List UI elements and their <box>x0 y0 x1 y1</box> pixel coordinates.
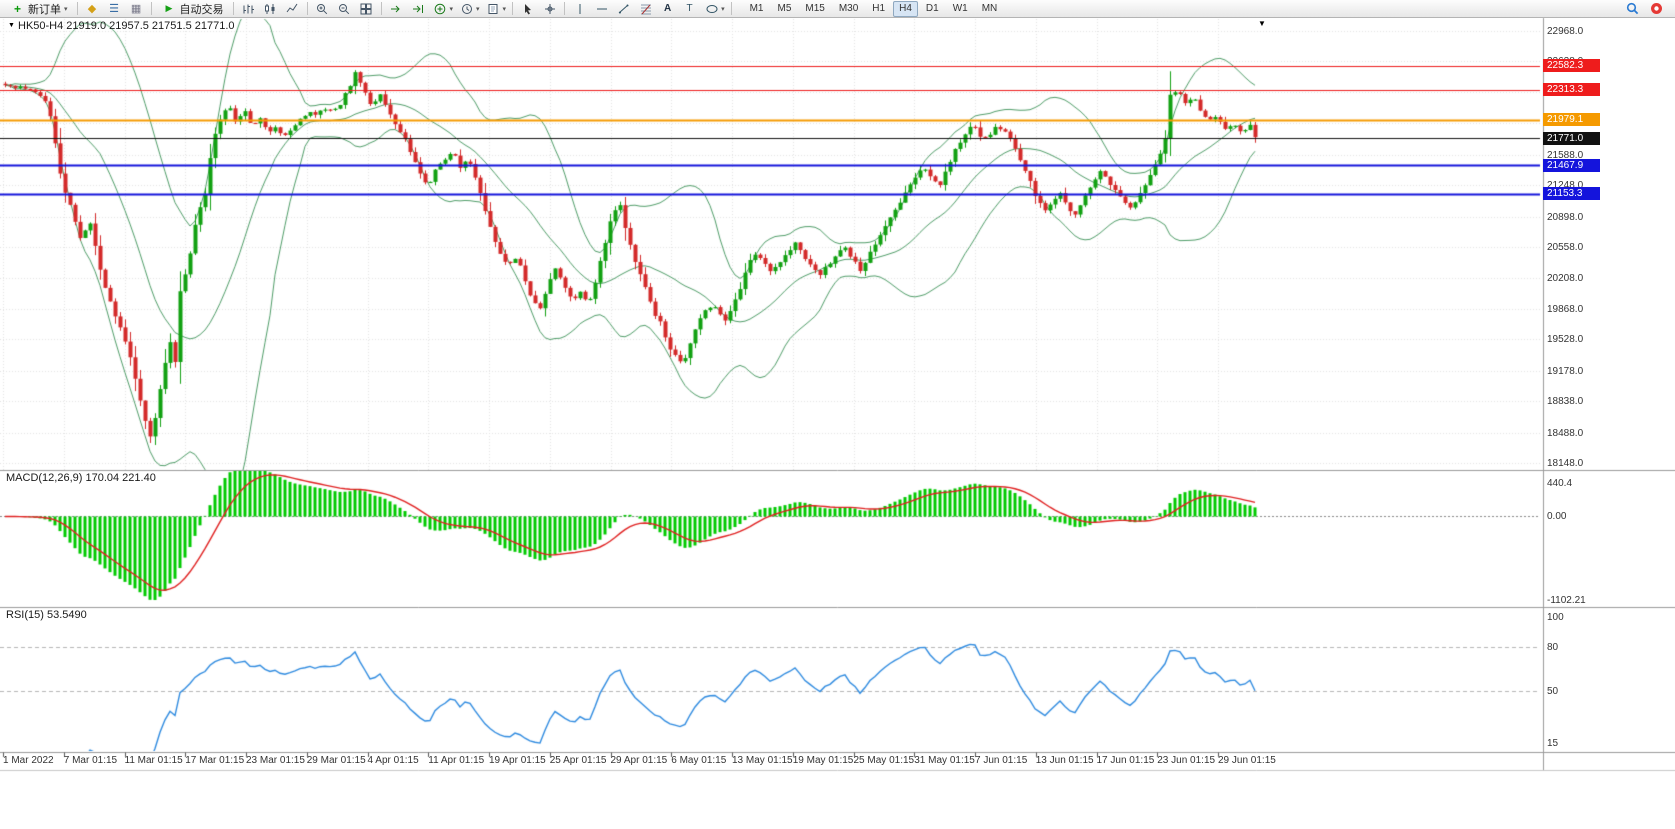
toolbar-right-group <box>1624 1 1665 16</box>
timeframe-M15[interactable]: M15 <box>805 2 825 14</box>
zoom-out-icon <box>336 1 353 16</box>
trendline-icon <box>615 1 632 16</box>
toolbar-separator <box>512 2 514 15</box>
timeframe-H1[interactable]: H1 <box>872 2 886 14</box>
zoom-in-icon[interactable] <box>312 0 333 17</box>
market-watch-icon[interactable]: ◆ <box>82 0 103 17</box>
label-icon: T <box>686 3 693 14</box>
fibonacci-icon <box>637 1 654 16</box>
cursor-icon[interactable] <box>517 0 538 17</box>
timeframe-M5[interactable]: M5 <box>777 2 792 14</box>
shapes-icon <box>703 1 720 16</box>
tile-windows-icon[interactable] <box>356 0 377 17</box>
crosshair-icon <box>541 1 558 16</box>
zoom-out-icon[interactable] <box>334 0 355 17</box>
auto-trading-button[interactable]: ▶ 自动交易 <box>156 0 229 18</box>
shapes-icon[interactable]: ▾ <box>701 0 727 17</box>
market-watch-icon: ◆ <box>87 3 97 15</box>
text-icon: A <box>663 3 672 14</box>
timeframe-group: M1 M5 M15 M30 H1 H4 D1 W1 MN <box>744 0 1004 17</box>
templates-icon[interactable]: ▾ <box>483 0 509 17</box>
line-chart-icon <box>284 1 301 16</box>
zoom-in-icon <box>314 1 331 16</box>
dropdown-caret-icon: ▾ <box>64 5 68 13</box>
hline-price-badge[interactable]: 22313.3 <box>1543 83 1600 97</box>
candlestick-chart-icon <box>262 1 279 16</box>
timeframe-H4[interactable]: H4 <box>893 0 918 17</box>
dropdown-caret-icon: ▾ <box>721 5 725 13</box>
candlestick-chart-icon[interactable] <box>260 0 281 17</box>
trendline-icon[interactable] <box>613 0 634 17</box>
current-price-badge[interactable]: 21771.0 <box>1543 131 1600 145</box>
horizontal-line-icon <box>593 1 610 16</box>
bar-chart-icon[interactable] <box>238 0 259 17</box>
toolbar-separator <box>306 2 308 15</box>
auto-scroll-icon <box>388 1 405 16</box>
auto-scroll-icon[interactable] <box>386 0 407 17</box>
hline-price-badge[interactable]: 22582.3 <box>1543 59 1600 73</box>
timeframe-D1[interactable]: D1 <box>925 2 939 14</box>
cursor-icon <box>519 1 536 16</box>
label-icon[interactable]: T <box>679 0 700 17</box>
toolbar-separator <box>730 2 732 15</box>
vertical-line-icon <box>571 1 588 16</box>
fibonacci-icon[interactable] <box>635 0 656 17</box>
chart-shift-marker[interactable]: ▼ <box>1258 19 1266 28</box>
horizontal-line-icon[interactable] <box>591 0 612 17</box>
terminal-icon: ▦ <box>130 3 142 15</box>
dropdown-caret-icon: ▾ <box>476 5 480 13</box>
hline-price-badge[interactable]: 21979.1 <box>1543 113 1600 127</box>
timeframe-M30[interactable]: M30 <box>838 2 859 14</box>
community-icon[interactable] <box>1648 1 1665 16</box>
toolbar-separator <box>76 2 78 15</box>
bar-chart-icon <box>240 1 257 16</box>
line-chart-icon[interactable] <box>282 0 303 17</box>
toolbar: + 新订单 ▾ ◆ ☰ ▦ ▶ 自动交易 ▾ ▾ ▾ A T ▾ M1 M5 M15 M30 H1 H4 D1 W1 MN <box>0 0 1675 18</box>
toolbar-separator <box>380 2 382 15</box>
periods-icon[interactable]: ▾ <box>456 0 482 17</box>
navigator-icon: ☰ <box>109 3 119 15</box>
text-icon[interactable]: A <box>657 0 678 17</box>
search-icon[interactable] <box>1624 1 1641 16</box>
new-order-icon: + <box>13 1 21 16</box>
crosshair-icon[interactable] <box>539 0 560 17</box>
tile-windows-icon <box>358 1 375 16</box>
indicators-icon[interactable]: ▾ <box>430 0 456 17</box>
vertical-line-icon[interactable] <box>569 0 590 17</box>
timeframe-M1[interactable]: M1 <box>749 2 764 14</box>
toolbar-separator <box>232 2 234 15</box>
toolbar-button-label: 新订单 <box>28 3 61 16</box>
hline-price-badge[interactable]: 21467.9 <box>1543 158 1600 172</box>
indicators-icon <box>432 1 449 16</box>
templates-icon <box>485 1 502 16</box>
chart-shift-icon <box>410 1 427 16</box>
toolbar-separator <box>564 2 566 15</box>
chart-shift-icon[interactable] <box>408 0 429 17</box>
periods-icon <box>458 1 475 16</box>
timeframe-MN[interactable]: MN <box>981 2 998 14</box>
play-icon: ▶ <box>165 3 173 13</box>
timeframe-W1[interactable]: W1 <box>952 2 968 14</box>
terminal-icon[interactable]: ▦ <box>126 0 147 17</box>
new-order-button[interactable]: + 新订单 ▾ <box>4 0 73 18</box>
dropdown-caret-icon: ▾ <box>449 5 454 13</box>
dropdown-caret-icon: ▾ <box>502 5 507 13</box>
toolbar-button-label: 自动交易 <box>179 3 224 16</box>
toolbar-separator <box>150 2 152 15</box>
navigator-icon[interactable]: ☰ <box>104 0 125 17</box>
hline-price-badge[interactable]: 21153.3 <box>1543 187 1600 201</box>
